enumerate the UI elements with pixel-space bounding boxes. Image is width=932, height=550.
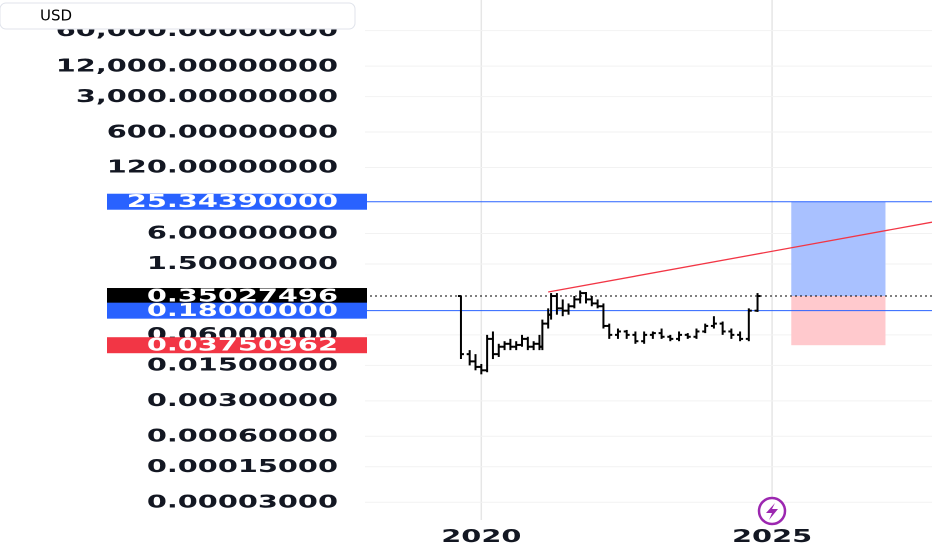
price-tag-label: 0.18000000	[147, 299, 338, 320]
y-tick-label: 0.00003000	[147, 491, 338, 512]
x-tick-group: 2020	[441, 526, 521, 547]
price-tag	[107, 288, 367, 305]
y-tick-label: 0.00060000	[147, 425, 338, 446]
y-tick-label-group: 12,000.00000000	[56, 55, 338, 76]
usd-box[interactable]: USD	[0, 2, 356, 30]
y-tick-label-group: 600.00000000	[107, 121, 338, 142]
y-tick-label-group: 0.00003000	[147, 491, 338, 512]
x-tick-label: 2025	[732, 526, 812, 547]
price-tag-label-group: 25.34390000	[127, 190, 338, 211]
price-tag-label-group: 0.03750962	[147, 334, 338, 355]
y-tick-label: 0.00015000	[147, 456, 338, 477]
price-tag	[107, 337, 367, 354]
y-tick-label-group: 1.50000000	[147, 253, 338, 274]
y-tick-label-group: 3,000.00000000	[76, 85, 338, 106]
position-target	[791, 201, 886, 297]
price-tag-label-group: 0.18000000	[147, 299, 338, 320]
icon-bolt	[766, 503, 778, 520]
currency-label: USD	[40, 7, 72, 25]
y-tick-label-group: 0.00015000	[147, 456, 338, 477]
price-tag-label: 0.35027496	[147, 285, 338, 306]
x-tick-label: 2020	[441, 526, 521, 547]
lightning-icon[interactable]	[757, 496, 787, 526]
x-tick-group: 2025	[732, 526, 812, 547]
y-tick-label: 0.01500000	[147, 354, 338, 375]
trend-line	[548, 221, 932, 293]
price-tag	[107, 302, 367, 319]
y-tick-label: 600.00000000	[107, 121, 338, 142]
y-tick-label: 120.00000000	[107, 156, 338, 177]
y-tick-label-group: 0.01500000	[147, 354, 338, 375]
y-tick-label: 12,000.00000000	[56, 55, 338, 76]
y-tick-label: 0.00300000	[147, 390, 338, 411]
usd-box-bg	[0, 2, 356, 30]
price-tag-label: 25.34390000	[127, 190, 338, 211]
y-tick-label-group: 6.00000000	[147, 222, 338, 243]
y-tick-label-group: 120.00000000	[107, 156, 338, 177]
y-tick-label-group: 0.00060000	[147, 425, 338, 446]
price-tag-label: 0.03750962	[147, 334, 338, 355]
price-tag	[107, 193, 367, 210]
y-tick-label-group: 0.00300000	[147, 390, 338, 411]
y-tick-label: 6.00000000	[147, 222, 338, 243]
y-tick-label: 3,000.00000000	[76, 85, 338, 106]
price-tag-label-group: 0.35027496	[147, 285, 338, 306]
position-stop	[791, 296, 886, 346]
y-tick-label: 1.50000000	[147, 253, 338, 274]
